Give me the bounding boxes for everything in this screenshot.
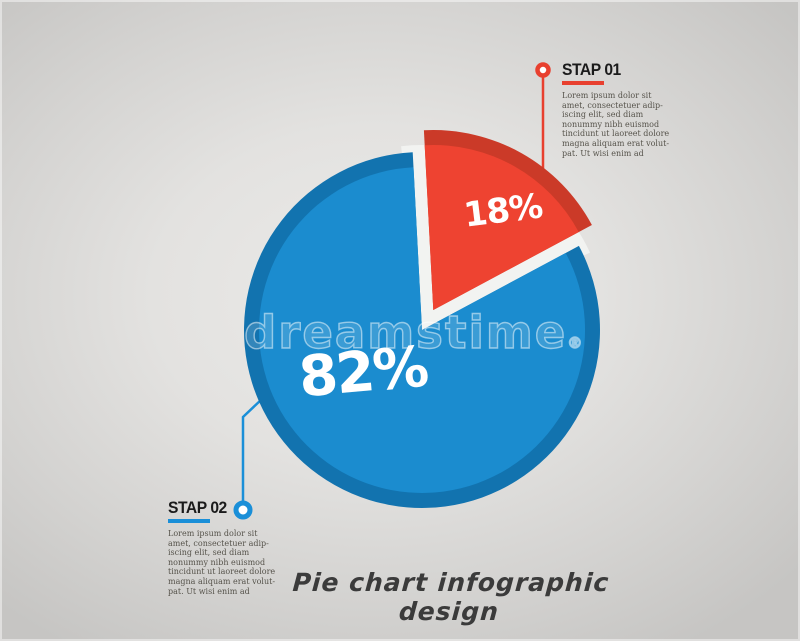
- step2-underline: [168, 519, 210, 523]
- step1-block: STAP 01 Lorem ipsum dolor sit amet, cons…: [562, 61, 682, 158]
- step2-heading: STAP 02: [168, 498, 227, 517]
- step1-heading: STAP 01: [562, 60, 621, 79]
- step1-underline: [562, 81, 604, 85]
- step2-connector-line: [241, 398, 263, 501]
- step2-marker-circle: [233, 500, 253, 520]
- caption-title: Pie chart infographic design: [291, 568, 611, 626]
- slice-18: [424, 144, 579, 310]
- watermark-word: dreamstime: [243, 305, 568, 359]
- step1-body-text: Lorem ipsum dolor sit amet, consectetuer…: [562, 91, 670, 158]
- step2-body-text: Lorem ipsum dolor sit amet, consectetuer…: [168, 529, 276, 596]
- watermark-text: dreamstime®: [243, 305, 583, 359]
- slice-label-82: 82%: [296, 334, 430, 411]
- step1-marker-circle: [535, 62, 551, 78]
- step2-block: STAP 02 Lorem ipsum dolor sit amet, cons…: [168, 499, 288, 596]
- slice-82: [259, 167, 586, 493]
- watermark-registered-mark: ®: [567, 333, 583, 352]
